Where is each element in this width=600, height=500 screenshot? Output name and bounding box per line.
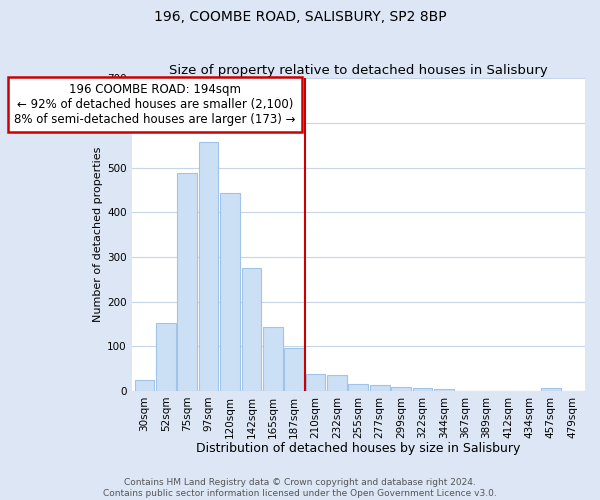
Bar — [370, 384, 389, 391]
Bar — [284, 348, 304, 391]
Bar — [391, 388, 411, 391]
Bar — [242, 268, 261, 391]
Title: Size of property relative to detached houses in Salisbury: Size of property relative to detached ho… — [169, 64, 548, 77]
X-axis label: Distribution of detached houses by size in Salisbury: Distribution of detached houses by size … — [196, 442, 520, 455]
Bar — [327, 375, 347, 391]
Bar — [199, 142, 218, 391]
Text: Contains HM Land Registry data © Crown copyright and database right 2024.
Contai: Contains HM Land Registry data © Crown c… — [103, 478, 497, 498]
Bar — [178, 174, 197, 391]
Text: 196, COOMBE ROAD, SALISBURY, SP2 8BP: 196, COOMBE ROAD, SALISBURY, SP2 8BP — [154, 10, 446, 24]
Bar — [220, 193, 240, 391]
Bar — [349, 384, 368, 391]
Bar — [134, 380, 154, 391]
Bar — [541, 388, 560, 391]
Text: 196 COOMBE ROAD: 194sqm
← 92% of detached houses are smaller (2,100)
8% of semi-: 196 COOMBE ROAD: 194sqm ← 92% of detache… — [14, 82, 296, 126]
Y-axis label: Number of detached properties: Number of detached properties — [93, 147, 103, 322]
Bar — [413, 388, 433, 391]
Bar — [434, 389, 454, 391]
Bar — [263, 328, 283, 391]
Bar — [156, 322, 176, 391]
Bar — [306, 374, 325, 391]
